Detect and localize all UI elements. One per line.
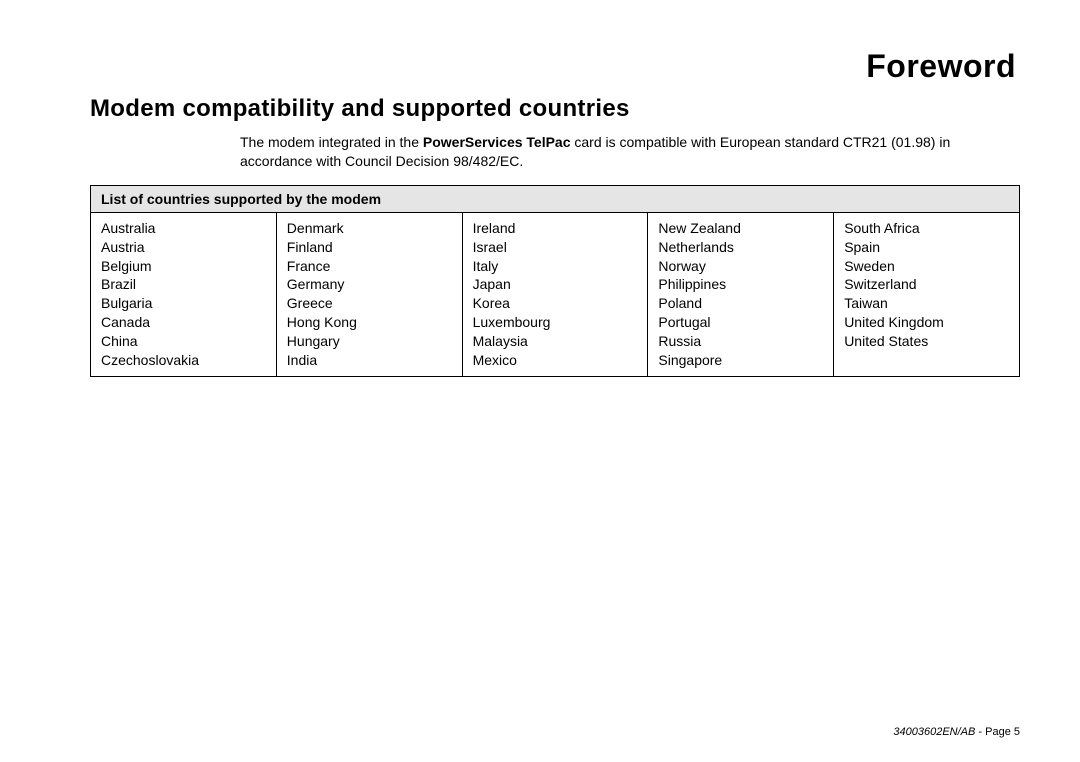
intro-bold: PowerServices TelPac — [423, 134, 571, 150]
country-item: Austria — [101, 238, 266, 257]
table-row: AustraliaAustriaBelgiumBrazilBulgariaCan… — [91, 212, 1020, 376]
table-cell-col-1: DenmarkFinlandFranceGermanyGreeceHong Ko… — [276, 212, 462, 376]
table-cell-col-4: South AfricaSpainSwedenSwitzerlandTaiwan… — [834, 212, 1020, 376]
country-item: Greece — [287, 294, 452, 313]
country-item: Taiwan — [844, 294, 1009, 313]
country-item: Korea — [473, 294, 638, 313]
country-item: Belgium — [101, 257, 266, 276]
country-item: Switzerland — [844, 275, 1009, 294]
country-item: United Kingdom — [844, 313, 1009, 332]
country-item: Netherlands — [658, 238, 823, 257]
footer-page-number: 5 — [1014, 726, 1020, 738]
country-item: Malaysia — [473, 332, 638, 351]
country-item: Luxembourg — [473, 313, 638, 332]
country-item: South Africa — [844, 219, 1009, 238]
country-item: Germany — [287, 275, 452, 294]
intro-paragraph: The modem integrated in the PowerService… — [240, 133, 1020, 171]
country-item: France — [287, 257, 452, 276]
table-cell-col-0: AustraliaAustriaBelgiumBrazilBulgariaCan… — [91, 212, 277, 376]
country-item: Spain — [844, 238, 1009, 257]
table-cell-col-2: IrelandIsraelItalyJapanKoreaLuxembourgMa… — [462, 212, 648, 376]
country-item: Ireland — [473, 219, 638, 238]
country-item: Denmark — [287, 219, 452, 238]
table-caption: List of countries supported by the modem — [91, 185, 1020, 212]
document-page: Foreword Modem compatibility and support… — [0, 0, 1080, 762]
country-item: Bulgaria — [101, 294, 266, 313]
country-item: China — [101, 332, 266, 351]
country-item: Japan — [473, 275, 638, 294]
table-header-row: List of countries supported by the modem — [91, 185, 1020, 212]
country-item: Portugal — [658, 313, 823, 332]
country-item: Israel — [473, 238, 638, 257]
country-item: United States — [844, 332, 1009, 351]
country-item: Italy — [473, 257, 638, 276]
country-item: India — [287, 351, 452, 370]
table-cell-col-3: New ZealandNetherlandsNorwayPhilippinesP… — [648, 212, 834, 376]
foreword-heading: Foreword — [90, 48, 1016, 85]
country-item: New Zealand — [658, 219, 823, 238]
intro-pre: The modem integrated in the — [240, 134, 423, 150]
section-title: Modem compatibility and supported countr… — [90, 95, 1020, 123]
page-footer: 34003602EN/AB - Page 5 — [893, 726, 1020, 738]
country-item: Hong Kong — [287, 313, 452, 332]
country-item: Brazil — [101, 275, 266, 294]
footer-doc-id: 34003602EN/AB — [893, 726, 975, 738]
country-item: Finland — [287, 238, 452, 257]
country-item: Mexico — [473, 351, 638, 370]
country-item: Czechoslovakia — [101, 351, 266, 370]
countries-table: List of countries supported by the modem… — [90, 185, 1020, 377]
footer-sep: - Page — [975, 726, 1014, 738]
country-item: Hungary — [287, 332, 452, 351]
country-item: Russia — [658, 332, 823, 351]
country-item: Australia — [101, 219, 266, 238]
country-item: Singapore — [658, 351, 823, 370]
country-item: Philippines — [658, 275, 823, 294]
country-item: Poland — [658, 294, 823, 313]
country-item: Sweden — [844, 257, 1009, 276]
country-item: Norway — [658, 257, 823, 276]
country-item: Canada — [101, 313, 266, 332]
